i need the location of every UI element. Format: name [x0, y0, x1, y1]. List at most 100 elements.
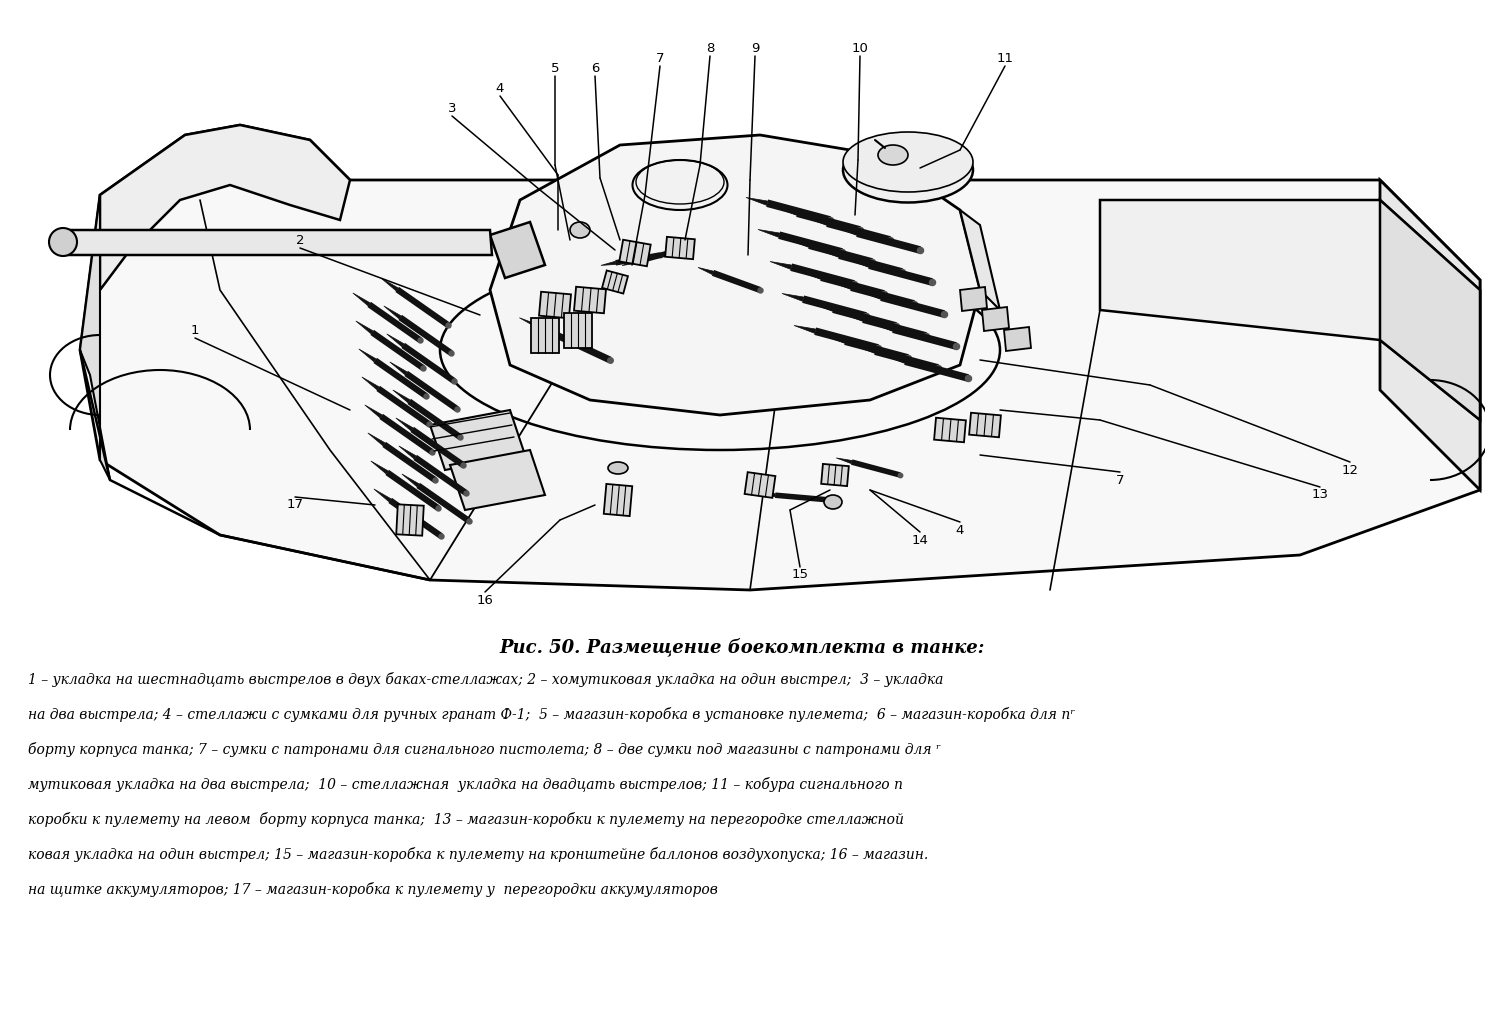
Polygon shape — [490, 135, 980, 415]
Polygon shape — [745, 197, 768, 205]
Ellipse shape — [878, 145, 907, 165]
Ellipse shape — [570, 222, 590, 238]
Text: 4: 4 — [496, 81, 505, 95]
Polygon shape — [601, 271, 628, 294]
Polygon shape — [824, 336, 846, 344]
Polygon shape — [619, 240, 650, 266]
Polygon shape — [371, 461, 388, 474]
Polygon shape — [368, 433, 385, 445]
Polygon shape — [794, 325, 815, 334]
Text: ковая укладка на один выстрел; 15 – магазин-коробка к пулемету на кронштейне бал: ковая укладка на один выстрел; 15 – мага… — [28, 847, 928, 862]
Text: 5: 5 — [551, 61, 560, 74]
Polygon shape — [1380, 180, 1481, 490]
Polygon shape — [359, 349, 376, 362]
Polygon shape — [59, 230, 492, 255]
Polygon shape — [383, 306, 401, 319]
Polygon shape — [1380, 200, 1481, 420]
Polygon shape — [789, 239, 809, 247]
Polygon shape — [490, 222, 545, 278]
Polygon shape — [520, 317, 544, 331]
Text: 2: 2 — [296, 234, 304, 246]
Polygon shape — [757, 493, 775, 496]
Polygon shape — [362, 377, 379, 390]
Polygon shape — [744, 472, 775, 498]
Text: 15: 15 — [792, 569, 808, 582]
Polygon shape — [830, 282, 852, 289]
Polygon shape — [800, 272, 821, 280]
Polygon shape — [698, 267, 714, 275]
Polygon shape — [564, 312, 593, 348]
Polygon shape — [604, 484, 633, 516]
Text: 3: 3 — [448, 102, 456, 115]
Polygon shape — [365, 405, 382, 418]
Polygon shape — [970, 413, 1001, 437]
Polygon shape — [396, 504, 423, 536]
Polygon shape — [757, 230, 780, 237]
Polygon shape — [860, 292, 882, 299]
Text: на два выстрела; 4 – стеллажи с сумками для ручных гранат Ф-1;  5 – магазин-коро: на два выстрела; 4 – стеллажи с сумками … — [28, 707, 1075, 722]
Polygon shape — [532, 317, 558, 353]
Polygon shape — [836, 458, 852, 464]
Polygon shape — [1100, 200, 1481, 420]
Polygon shape — [353, 293, 370, 306]
Polygon shape — [959, 287, 988, 311]
Polygon shape — [959, 210, 999, 310]
Text: 4: 4 — [956, 524, 964, 537]
Text: 10: 10 — [851, 42, 869, 55]
Polygon shape — [836, 228, 858, 235]
Text: 14: 14 — [912, 534, 928, 546]
Polygon shape — [884, 356, 906, 363]
Polygon shape — [622, 260, 637, 265]
Ellipse shape — [843, 132, 973, 192]
Polygon shape — [777, 207, 797, 216]
Ellipse shape — [49, 228, 77, 256]
Ellipse shape — [824, 495, 842, 508]
Text: 6: 6 — [591, 61, 598, 74]
Polygon shape — [812, 303, 833, 311]
Ellipse shape — [607, 462, 628, 474]
Text: мутиковая укладка на два выстрела;  10 – стеллажная  укладка на двадцать выстрел: мутиковая укладка на два выстрела; 10 – … — [28, 777, 903, 792]
Polygon shape — [99, 125, 350, 290]
Polygon shape — [1004, 327, 1031, 351]
Text: 12: 12 — [1341, 464, 1359, 477]
Polygon shape — [934, 418, 965, 442]
Polygon shape — [769, 261, 792, 270]
Text: 1 – укладка на шестнадцать выстрелов в двух баках-стеллажах; 2 – хомутиковая укл: 1 – укладка на шестнадцать выстрелов в д… — [28, 672, 943, 687]
Polygon shape — [356, 321, 373, 334]
Polygon shape — [386, 334, 404, 347]
Text: на щитке аккумуляторов; 17 – магазин-коробка к пулемету у  перегородки аккумулят: на щитке аккумуляторов; 17 – магазин-кор… — [28, 882, 717, 897]
Ellipse shape — [633, 160, 728, 210]
Polygon shape — [380, 278, 398, 291]
Polygon shape — [821, 464, 849, 486]
Polygon shape — [394, 390, 410, 403]
Text: 7: 7 — [1115, 474, 1124, 486]
Polygon shape — [399, 446, 416, 459]
Text: 11: 11 — [996, 52, 1013, 64]
Polygon shape — [665, 237, 695, 259]
Polygon shape — [854, 346, 876, 353]
Polygon shape — [539, 292, 572, 318]
Text: 17: 17 — [287, 498, 303, 512]
Polygon shape — [848, 259, 870, 267]
Polygon shape — [806, 218, 827, 226]
Polygon shape — [818, 249, 841, 257]
Polygon shape — [842, 313, 864, 321]
Polygon shape — [450, 450, 545, 510]
Text: 8: 8 — [705, 42, 714, 55]
Polygon shape — [575, 287, 606, 313]
Text: 16: 16 — [477, 594, 493, 606]
Polygon shape — [872, 323, 894, 332]
Polygon shape — [601, 261, 616, 265]
Text: 13: 13 — [1311, 488, 1329, 501]
Polygon shape — [431, 410, 526, 470]
Text: 7: 7 — [656, 52, 664, 64]
Polygon shape — [396, 418, 413, 431]
Text: 1: 1 — [190, 323, 199, 337]
Polygon shape — [80, 125, 1481, 590]
Polygon shape — [982, 307, 1008, 331]
Polygon shape — [80, 195, 110, 480]
Polygon shape — [374, 489, 391, 502]
Text: 9: 9 — [751, 42, 759, 55]
Text: Рис. 50. Размещение боекомплекта в танке:: Рис. 50. Размещение боекомплекта в танке… — [499, 638, 985, 657]
Polygon shape — [402, 474, 419, 487]
